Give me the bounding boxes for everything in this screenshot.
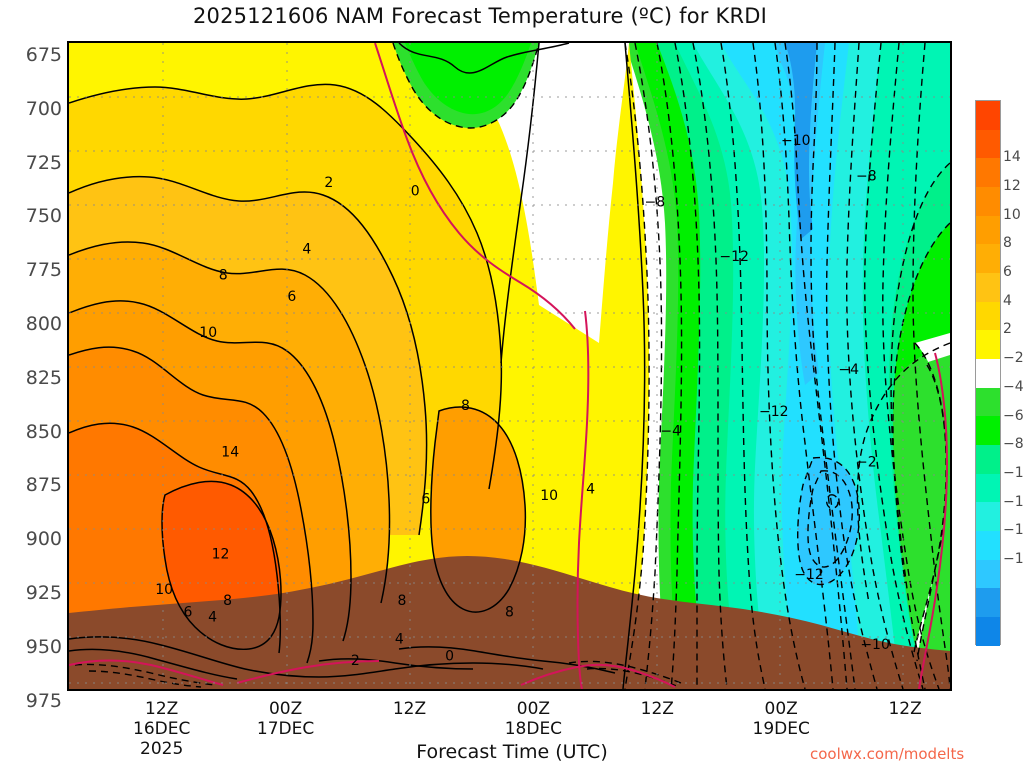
colorbar-segment: [976, 244, 1000, 274]
page-title: 2025121606 NAM Forecast Temperature (ºC)…: [192, 4, 768, 28]
contour-label: 10: [155, 582, 173, 598]
y-tick-label: 800: [25, 313, 62, 335]
contour-label: 6: [183, 604, 192, 620]
colorbar-segment: [976, 502, 1000, 532]
colorbar-tick-label: −12: [1003, 493, 1024, 510]
colorbar-segment: [976, 273, 1000, 302]
colorbar-segment: [976, 531, 1000, 560]
y-tick-label: 850: [25, 420, 62, 443]
contour-label: 2: [324, 175, 333, 191]
colorbar-tick-label: −14: [1003, 522, 1024, 539]
contour-label: 6: [421, 491, 430, 507]
colorbar-segment: [976, 588, 1000, 618]
y-axis: 675 700 725 750 775 800 825 850 875 900 925 950 975: [0, 41, 62, 712]
y-tick-label: 875: [25, 474, 62, 497]
contour-label: 0: [445, 648, 454, 664]
contour-label: −4: [660, 424, 681, 440]
y-tick-label: 750: [25, 205, 62, 228]
x-tick-label: 12Z: [888, 699, 922, 719]
colorbar-segment: [976, 101, 1000, 130]
colorbar-tick-label: −8: [1003, 436, 1024, 453]
contour-label: −2: [856, 455, 877, 471]
y-tick-label: 775: [25, 259, 62, 282]
contour-label: −12: [759, 404, 789, 420]
contour-label: 2: [351, 653, 360, 669]
contour-label: 10: [540, 488, 558, 504]
contour-label: −10: [860, 637, 890, 653]
colorbar-segment: [976, 187, 1000, 216]
colorbar-tick-label: 2: [1003, 321, 1012, 338]
x-tick-label: 12Z 16DEC 2025: [133, 699, 191, 759]
y-tick-label: 825: [25, 366, 62, 389]
x-tick-label: 12Z: [392, 699, 427, 719]
colorbar-tick-label: 4: [1003, 292, 1012, 309]
colorbar-tick-label: 12: [1003, 178, 1021, 195]
contour-label: 4: [302, 241, 311, 257]
colorbar-segment: [976, 158, 1000, 188]
contour-label: 10: [199, 325, 217, 341]
contour-label: 4: [586, 482, 595, 498]
contour-label: −12: [719, 249, 749, 265]
contour-label: 14: [221, 444, 239, 460]
watermark: coolwx.com/modelts: [810, 745, 965, 763]
y-tick-label: 725: [25, 151, 62, 174]
x-tick-label: 00Z 19DEC: [752, 699, 810, 739]
y-tick-label: 700: [25, 97, 62, 120]
colorbar-segment: [976, 617, 1000, 646]
y-tick-label: 950: [25, 635, 62, 658]
colorbar-segment: [976, 445, 1000, 474]
colorbar-tick-label: 6: [1003, 264, 1012, 281]
contour-label: 4: [395, 632, 404, 648]
colorbar-tick-label: −2: [1003, 350, 1024, 367]
y-tick-label: 675: [25, 44, 62, 66]
contour-label: 8: [223, 593, 232, 609]
colorbar-tick-label: 10: [1003, 206, 1021, 223]
contour-label: −4: [838, 362, 859, 378]
x-axis: 12Z 16DEC 2025 00Z 17DEC 12Z 00Z 18DEC 12Z 00Z 19D…: [67, 695, 952, 765]
y-tick-label: 925: [25, 582, 62, 604]
colorbar: [975, 100, 1001, 646]
colorbar-labels: 14 12 10 8 6 4 2 −2 −4 −6 −8 −10 −12 −14 −16: [1003, 100, 1024, 645]
colorbar-segment: [976, 301, 1000, 331]
contour-label: 8: [505, 604, 514, 620]
contour-label: −12: [794, 567, 824, 583]
contour-label: 4: [208, 610, 217, 626]
contour-label: −10: [781, 133, 811, 149]
colorbar-segment: [976, 416, 1000, 446]
colorbar-tick-label: −4: [1003, 378, 1024, 395]
colorbar-tick-label: −10: [1003, 464, 1024, 481]
colorbar-segment: [976, 359, 1000, 388]
colorbar-segment: [976, 129, 1000, 159]
colorbar-segment: [976, 215, 1000, 245]
x-axis-title: Forecast Time (UTC): [416, 741, 608, 763]
colorbar-tick-label: −16: [1003, 550, 1024, 567]
contour-label: 12: [212, 546, 230, 562]
contour-label: −8: [856, 168, 877, 184]
x-tick-label: 00Z 18DEC: [504, 699, 563, 739]
colorbar-tick-label: −6: [1003, 407, 1024, 424]
x-tick-label: 00Z 17DEC: [256, 699, 315, 739]
colorbar-segment: [976, 473, 1000, 503]
contour-label: 6: [287, 289, 296, 305]
colorbar-tick-label: 8: [1003, 235, 1012, 252]
plot-area: 2 0 4 8 6 10 8 14 6 10 4 12 10 8 6 4 8 8 4 2 0 −8 −10 −8 −12 −4 −1…: [67, 41, 952, 691]
contour-label: 8: [461, 398, 470, 414]
contour-label: 8: [219, 267, 228, 283]
contour-label: 8: [398, 593, 407, 609]
colorbar-tick-label: 14: [1003, 149, 1021, 166]
contour-label: 0: [411, 183, 420, 199]
y-tick-label: 975: [25, 689, 62, 712]
y-tick-label: 900: [25, 528, 62, 551]
colorbar-segment: [976, 387, 1000, 417]
contour-label: −8: [645, 194, 666, 210]
x-tick-label: 12Z: [640, 699, 674, 719]
colorbar-segment: [976, 559, 1000, 589]
colorbar-segment: [976, 330, 1000, 360]
